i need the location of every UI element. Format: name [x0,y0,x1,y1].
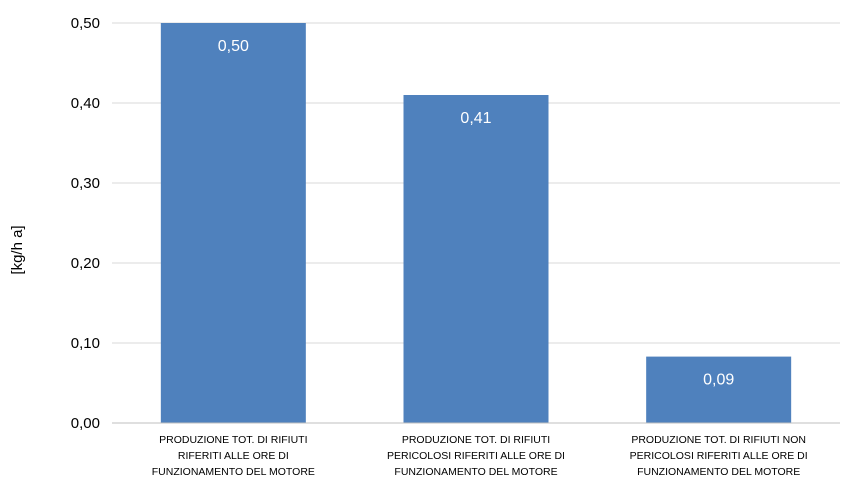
x-category-label: PRODUZIONE TOT. DI RIFIUTI RIFERITI ALLE … [152,434,315,478]
y-tick-label: 0,40 [71,95,100,112]
bar-value-label: 0,09 [703,372,734,389]
x-category-label-line: PRODUZIONE TOT. DI RIFIUTI [402,434,550,446]
bar [403,95,549,423]
bar-value-label: 0,41 [460,110,491,127]
x-category-label-line: RIFERITI ALLE ORE DI [178,450,289,462]
data-labels: 0,50 0,41 0,09 [218,38,735,389]
y-tick-label: 0,50 [71,15,100,32]
y-axis-tick-labels: 0,00 0,10 0,20 0,30 0,40 0,50 [71,15,100,432]
x-category-label-line: FUNZIONAMENTO DEL MOTORE [637,466,800,478]
bar-value-label: 0,50 [218,38,249,55]
x-category-label-line: PRODUZIONE TOT. DI RIFIUTI [159,434,307,446]
bar [160,23,306,423]
x-category-label-line: PERICOLOSI RIFERITI ALLE ORE DI [387,450,565,462]
y-tick-label: 0,20 [71,255,100,272]
x-axis-category-labels: PRODUZIONE TOT. DI RIFIUTI RIFERITI ALLE … [152,434,808,478]
y-tick-label: 0,30 [71,175,100,192]
x-category-label-line: FUNZIONAMENTO DEL MOTORE [152,466,315,478]
x-category-label: PRODUZIONE TOT. DI RIFIUTI PERICOLOSI RIF… [387,434,565,478]
x-category-label-line: PRODUZIONE TOT. DI RIFIUTI NON [631,434,806,446]
x-category-label: PRODUZIONE TOT. DI RIFIUTI NON PERICOLOSI… [630,434,808,478]
bars [160,23,792,423]
bar [646,356,792,423]
y-axis-title: [kg/h a] [9,225,26,274]
y-tick-label: 0,10 [71,335,100,352]
y-tick-label: 0,00 [71,415,100,432]
x-category-label-line: FUNZIONAMENTO DEL MOTORE [394,466,557,478]
x-category-label-line: PERICOLOSI RIFERITI ALLE ORE DI [630,450,808,462]
